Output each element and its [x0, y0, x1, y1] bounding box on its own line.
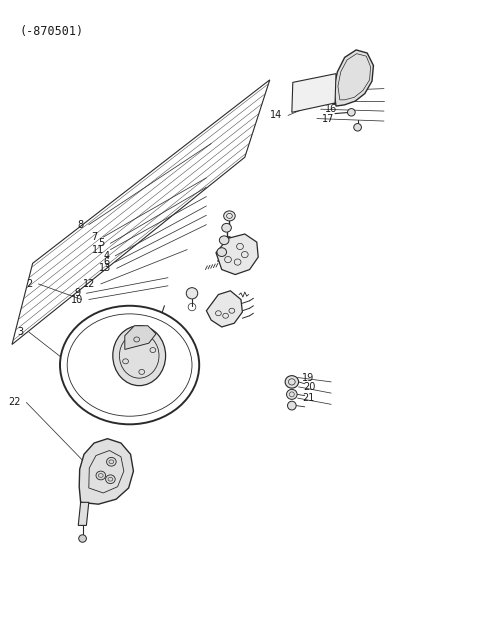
Text: 16: 16 [325, 104, 338, 114]
Polygon shape [206, 291, 242, 327]
Ellipse shape [113, 326, 166, 386]
Ellipse shape [288, 401, 296, 410]
Ellipse shape [186, 288, 198, 299]
Text: 9: 9 [74, 288, 81, 298]
Ellipse shape [96, 471, 106, 480]
Ellipse shape [106, 475, 115, 484]
Ellipse shape [107, 457, 116, 466]
Polygon shape [125, 326, 156, 349]
Text: 6: 6 [103, 257, 109, 267]
Ellipse shape [217, 248, 227, 256]
Polygon shape [292, 74, 336, 112]
Ellipse shape [222, 223, 231, 232]
Ellipse shape [348, 109, 355, 116]
Text: 15: 15 [341, 85, 353, 95]
Text: 3: 3 [17, 327, 23, 337]
Ellipse shape [287, 389, 297, 399]
Text: 2: 2 [26, 279, 33, 289]
Text: 11: 11 [92, 245, 105, 255]
Text: 7: 7 [91, 232, 97, 242]
Text: 8: 8 [77, 220, 83, 230]
Polygon shape [334, 50, 373, 106]
Text: 20: 20 [303, 382, 316, 392]
Text: 21: 21 [302, 393, 315, 403]
Text: 17: 17 [322, 114, 334, 124]
Ellipse shape [219, 236, 229, 245]
Polygon shape [79, 439, 133, 504]
Text: 22: 22 [8, 397, 21, 407]
Polygon shape [78, 502, 89, 525]
Ellipse shape [224, 211, 235, 221]
Ellipse shape [79, 535, 86, 542]
Text: 10: 10 [71, 295, 83, 305]
Polygon shape [216, 234, 258, 275]
Text: 13: 13 [98, 263, 111, 273]
Text: (-870501): (-870501) [19, 25, 84, 38]
Ellipse shape [285, 376, 299, 388]
Text: 18: 18 [331, 96, 344, 106]
Ellipse shape [60, 306, 199, 424]
Text: 14: 14 [270, 110, 282, 120]
Ellipse shape [354, 124, 361, 131]
Text: 12: 12 [83, 279, 95, 289]
Text: 5: 5 [98, 238, 105, 248]
Text: 19: 19 [302, 373, 315, 383]
Text: 4: 4 [103, 251, 109, 261]
